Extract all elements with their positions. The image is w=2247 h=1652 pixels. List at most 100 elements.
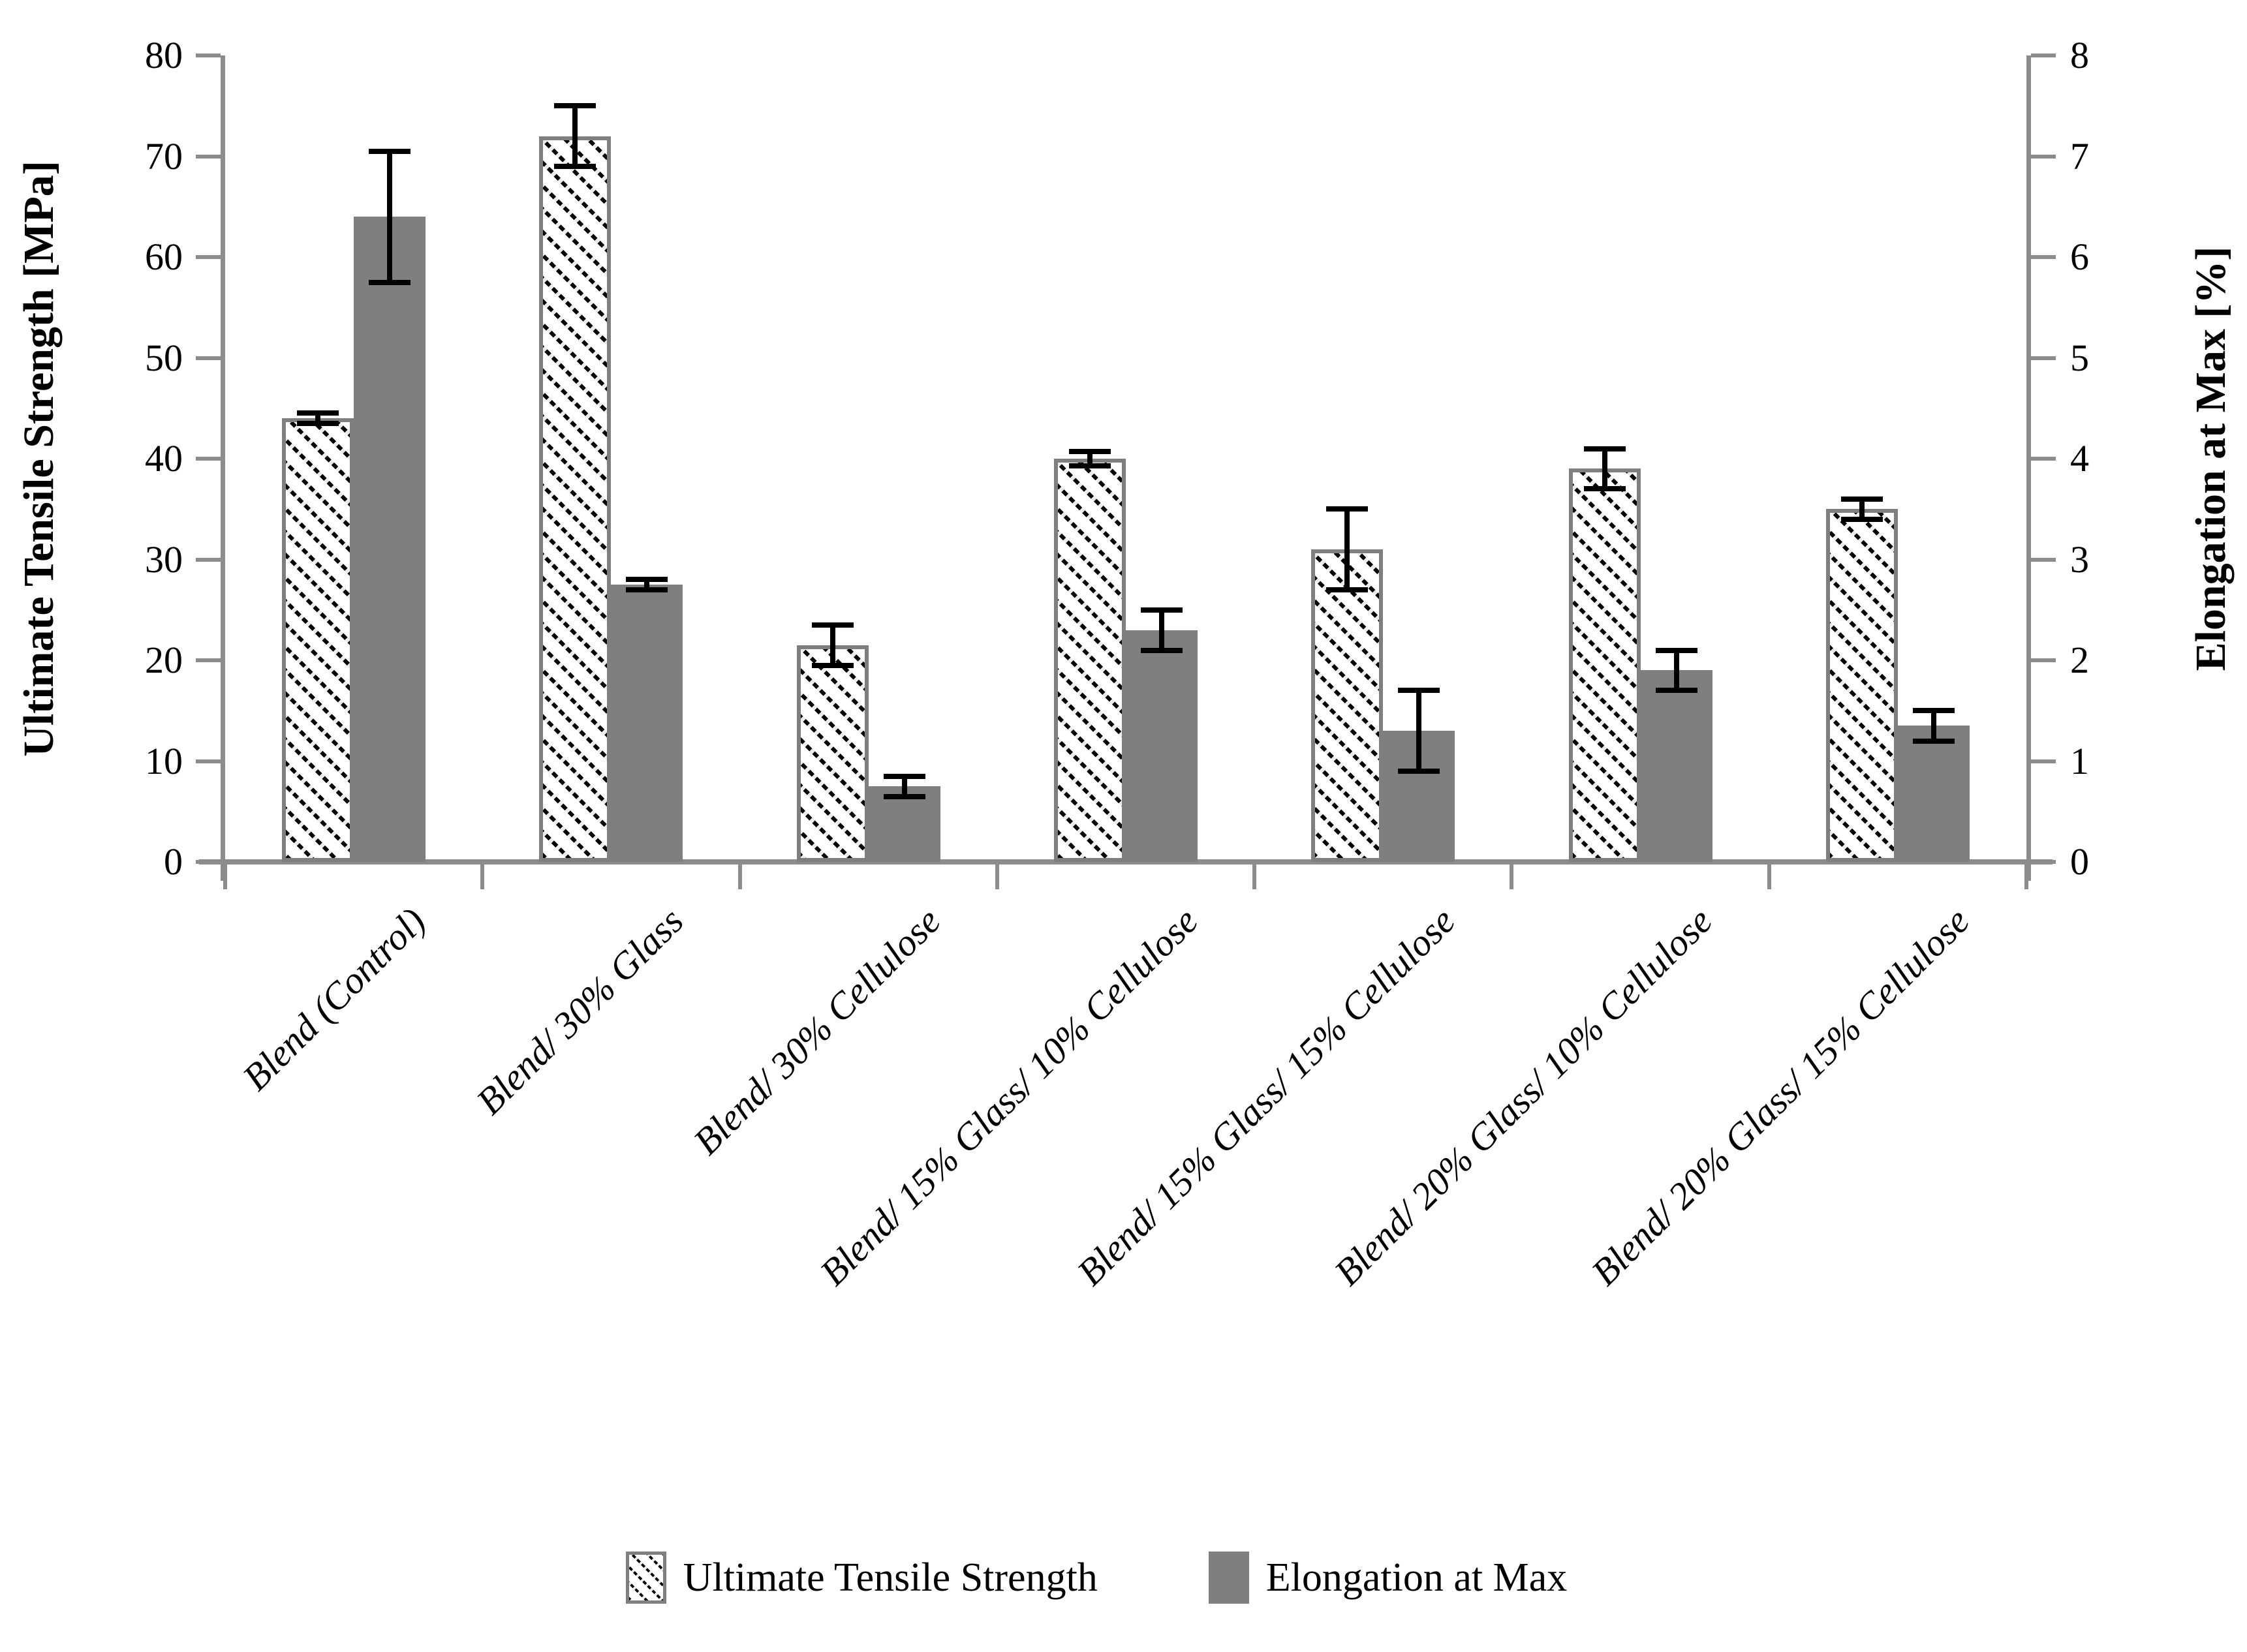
x-axis-boundary-tick bbox=[1510, 862, 1514, 889]
legend: Ultimate Tensile Strength Elongation at … bbox=[0, 1552, 2193, 1604]
error-bar-line bbox=[1930, 711, 1936, 741]
error-bar-cap-bottom bbox=[297, 420, 339, 426]
elongation-bar bbox=[1640, 670, 1712, 862]
x-axis-boundary-tick bbox=[737, 862, 742, 889]
error-bar-cap-top bbox=[1398, 688, 1440, 694]
error-bar-cap-top bbox=[1141, 607, 1183, 613]
y-axis-left-tick bbox=[196, 356, 221, 360]
y-axis-left-tick bbox=[196, 658, 221, 662]
elongation-bar bbox=[611, 585, 683, 862]
y-axis-right-tick bbox=[2031, 860, 2056, 864]
x-axis-boundary-tick bbox=[1252, 862, 1257, 889]
error-bar-cap-bottom bbox=[1398, 768, 1440, 774]
error-bar-line bbox=[315, 413, 321, 423]
error-bar-cap-bottom bbox=[1326, 587, 1369, 592]
error-bar-cap-bottom bbox=[1583, 486, 1626, 492]
uts-bar bbox=[1054, 459, 1126, 862]
error-bar-line bbox=[1159, 609, 1164, 650]
error-bar-cap-bottom bbox=[1141, 647, 1183, 653]
error-bar-cap-top bbox=[1069, 449, 1111, 455]
error-bar-line bbox=[1673, 650, 1679, 691]
y-axis-left-tick bbox=[196, 557, 221, 562]
y-axis-right-tick-label: 4 bbox=[2070, 437, 2089, 480]
y-axis-title-right: Elongation at Max [%] bbox=[2187, 246, 2235, 671]
x-axis-boundary-tick bbox=[1767, 862, 1771, 889]
error-bar-line bbox=[644, 579, 650, 590]
error-bar-line bbox=[387, 151, 393, 283]
y-axis-left-tick bbox=[196, 860, 221, 864]
legend-label-elongation: Elongation at Max bbox=[1265, 1555, 1568, 1600]
y-axis-left-tick bbox=[196, 154, 221, 159]
y-axis-right-tick bbox=[2031, 154, 2056, 159]
y-axis-right-tick-label: 3 bbox=[2070, 538, 2089, 581]
error-bar-cap-top bbox=[1583, 446, 1626, 451]
error-bar-cap-bottom bbox=[1912, 738, 1955, 744]
uts-swatch-icon bbox=[625, 1552, 666, 1604]
legend-item-elongation: Elongation at Max bbox=[1208, 1552, 1568, 1604]
uts-bar bbox=[1311, 549, 1384, 862]
uts-bar bbox=[1568, 468, 1641, 862]
error-bar-cap-bottom bbox=[369, 279, 411, 285]
error-bar-line bbox=[1087, 451, 1093, 466]
y-axis-right-tick bbox=[2031, 557, 2056, 562]
error-bar-line bbox=[1602, 448, 1607, 489]
y-axis-right-tick-label: 5 bbox=[2070, 336, 2089, 379]
y-axis-left-tick bbox=[196, 457, 221, 461]
category-label: Blend/ 30% Glass bbox=[467, 899, 691, 1123]
x-axis-boundary-tick bbox=[480, 862, 485, 889]
error-bar-line bbox=[829, 624, 835, 665]
uts-bar bbox=[539, 136, 612, 862]
elongation-swatch-icon bbox=[1208, 1552, 1249, 1604]
error-bar-line bbox=[901, 776, 907, 797]
y-axis-right-tick bbox=[2031, 759, 2056, 763]
elongation-bar bbox=[354, 217, 426, 862]
uts-bar bbox=[1825, 509, 1898, 862]
uts-bar bbox=[796, 645, 869, 862]
error-bar-cap-bottom bbox=[626, 587, 668, 592]
y-axis-left-tick-label: 30 bbox=[145, 538, 183, 581]
y-axis-right-tick-label: 0 bbox=[2070, 840, 2089, 883]
y-axis-right-tick bbox=[2031, 54, 2056, 57]
y-axis-left-tick bbox=[196, 255, 221, 259]
error-bar-cap-top bbox=[297, 410, 339, 416]
error-bar-cap-top bbox=[1326, 506, 1369, 512]
legend-label-uts: Ultimate Tensile Strength bbox=[683, 1555, 1098, 1600]
error-bar-cap-top bbox=[1655, 647, 1697, 653]
y-axis-left-tick-label: 60 bbox=[145, 236, 183, 278]
error-bar-cap-top bbox=[1912, 708, 1955, 714]
error-bar-cap-top bbox=[369, 148, 411, 154]
x-axis-boundary-tick bbox=[223, 862, 227, 889]
error-bar-cap-bottom bbox=[811, 662, 854, 668]
error-bar-line bbox=[572, 106, 578, 166]
category-label: Blend/ 30% Cellulose bbox=[685, 899, 949, 1163]
error-bar-cap-bottom bbox=[1069, 463, 1111, 468]
y-axis-right-tick-label: 8 bbox=[2070, 34, 2089, 76]
error-bar-cap-top bbox=[554, 103, 597, 109]
y-axis-left-tick-label: 70 bbox=[145, 134, 183, 177]
y-axis-left-tick-label: 10 bbox=[145, 739, 183, 782]
error-bar-cap-top bbox=[1840, 496, 1883, 502]
error-bar-cap-bottom bbox=[883, 793, 925, 799]
x-axis-line bbox=[199, 859, 2053, 864]
y-axis-right-tick-label: 7 bbox=[2070, 134, 2089, 177]
y-axis-right-tick-label: 2 bbox=[2070, 639, 2089, 681]
error-bar-cap-top bbox=[626, 577, 668, 583]
legend-item-uts: Ultimate Tensile Strength bbox=[625, 1552, 1098, 1604]
y-axis-right-line bbox=[2026, 55, 2031, 881]
y-axis-right-tick bbox=[2031, 457, 2056, 461]
y-axis-right-tick bbox=[2031, 255, 2056, 259]
error-bar-cap-bottom bbox=[1840, 516, 1883, 522]
x-axis-boundary-tick bbox=[2024, 862, 2028, 889]
y-axis-right-tick-label: 1 bbox=[2070, 739, 2089, 782]
error-bar-line bbox=[1344, 509, 1350, 590]
error-bar-cap-top bbox=[811, 622, 854, 628]
y-axis-left-tick-label: 40 bbox=[145, 437, 183, 480]
y-axis-left-tick-label: 20 bbox=[145, 639, 183, 681]
y-axis-title-left: Ultimate Tensile Strength [MPa] bbox=[15, 161, 63, 757]
y-axis-right-tick bbox=[2031, 658, 2056, 662]
y-axis-left-tick-label: 80 bbox=[145, 34, 183, 76]
y-axis-right-tick bbox=[2031, 356, 2056, 360]
y-axis-right-tick-label: 6 bbox=[2070, 236, 2089, 278]
error-bar-cap-top bbox=[883, 773, 925, 779]
